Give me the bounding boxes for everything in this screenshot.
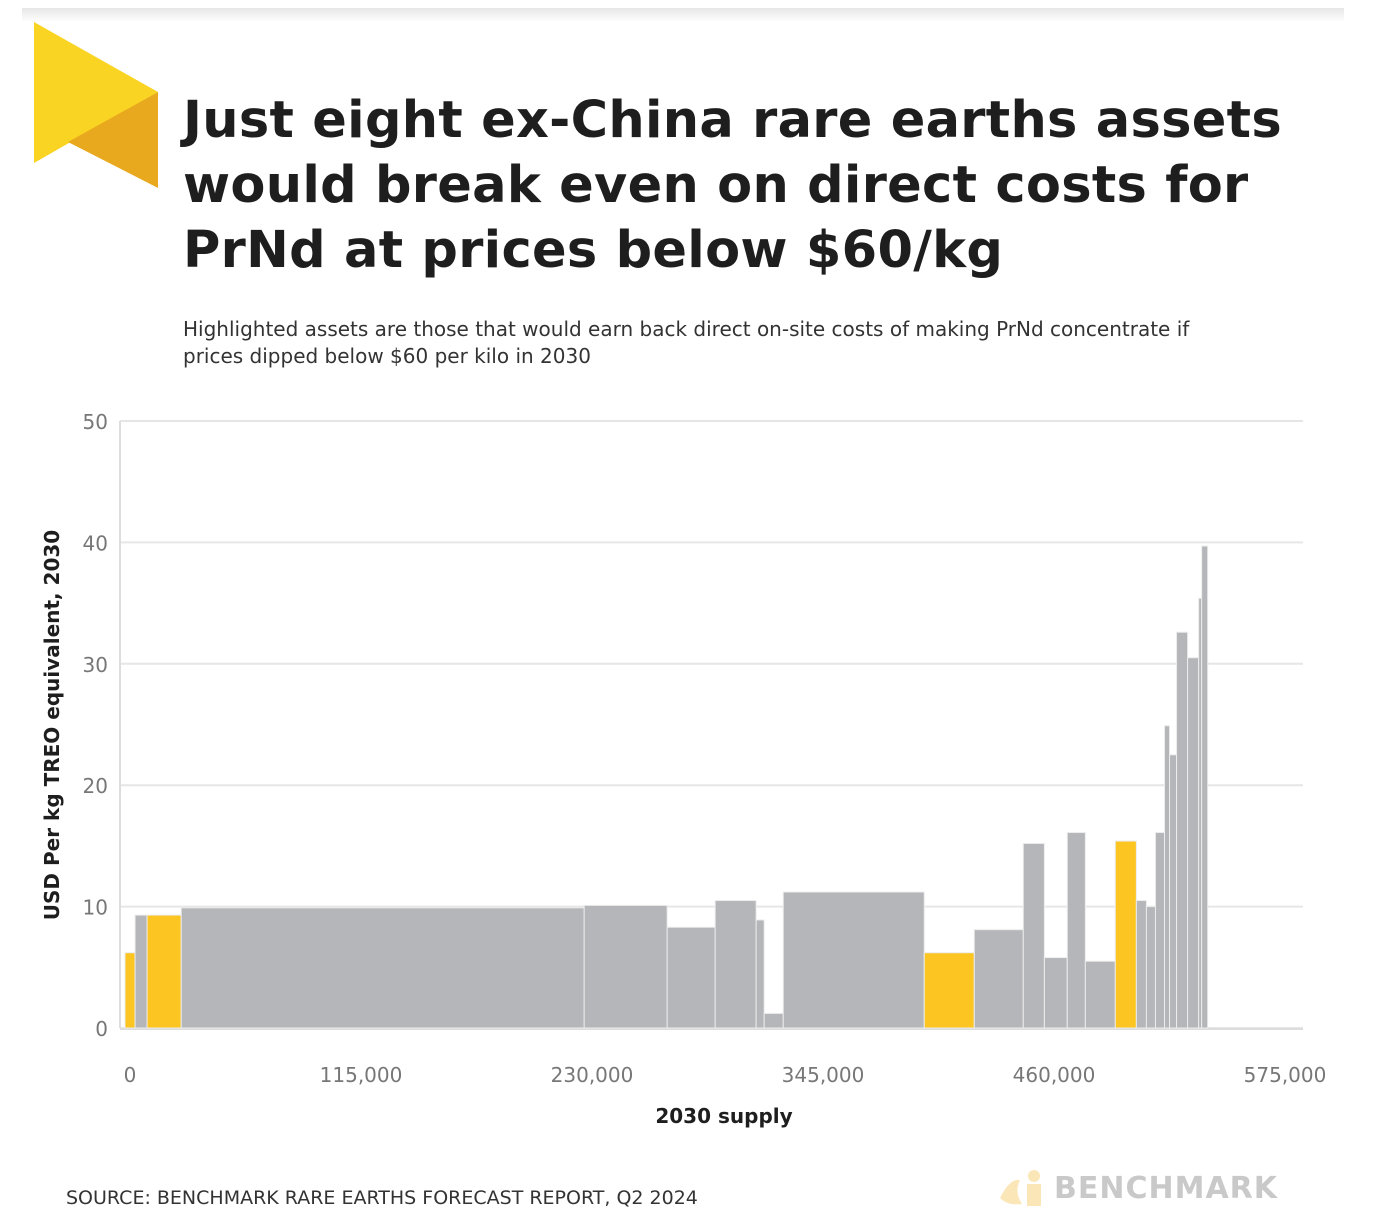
asset-bar <box>134 914 148 1029</box>
chart-subtitle: Highlighted assets are those that would … <box>183 317 1190 368</box>
asset-bar <box>1135 900 1147 1029</box>
asset-bar <box>1201 545 1209 1029</box>
benchmark-brand: BENCHMARK <box>996 1168 1278 1208</box>
asset-bar <box>782 891 925 1029</box>
highlighted-asset-bar <box>923 952 975 1029</box>
source-note: SOURCE: BENCHMARK RARE EARTHS FORECAST R… <box>66 1187 698 1209</box>
top-shadow-bar <box>22 8 1344 22</box>
asset-bar <box>1043 957 1068 1029</box>
y-tick-label: 0 <box>95 1017 108 1041</box>
asset-bar <box>763 1012 784 1029</box>
y-tick-label: 20 <box>83 774 108 798</box>
y-tick-label: 10 <box>83 896 108 920</box>
x-tick-label: 575,000 <box>1244 1063 1327 1087</box>
asset-bar <box>1169 754 1178 1029</box>
asset-bar <box>180 907 585 1029</box>
x-tick-label: 230,000 <box>551 1063 634 1087</box>
asset-bar <box>1145 906 1156 1029</box>
asset-bar <box>973 929 1024 1029</box>
asset-bar <box>1176 631 1189 1029</box>
y-tick-label: 50 <box>83 410 108 434</box>
x-tick-label: 460,000 <box>1013 1063 1096 1087</box>
chart-title: Just eight ex-China rare earths assets w… <box>183 91 1283 280</box>
highlighted-asset-bar <box>146 914 182 1029</box>
asset-bar <box>755 919 765 1029</box>
y-axis-label: USD Per kg TREO equivalent, 2030 <box>40 529 64 921</box>
highlighted-asset-bar <box>1114 840 1137 1029</box>
y-tick-label: 30 <box>83 653 108 677</box>
asset-bar <box>1066 832 1086 1029</box>
asset-bar <box>1154 832 1165 1029</box>
x-axis-label: 2030 supply <box>655 1104 793 1128</box>
brand-name: BENCHMARK <box>1054 1170 1279 1206</box>
y-tick-label: 40 <box>83 531 108 555</box>
asset-bar <box>666 926 716 1029</box>
benchmark-logo-icon <box>1000 1170 1041 1206</box>
asset-bar <box>1084 960 1116 1029</box>
x-tick-label: 115,000 <box>320 1063 403 1087</box>
logo-icon <box>34 22 158 188</box>
highlighted-asset-bar <box>124 952 136 1029</box>
asset-bar <box>583 904 668 1029</box>
x-tick-label: 345,000 <box>782 1063 865 1087</box>
asset-bar <box>714 900 757 1029</box>
asset-bar <box>1187 657 1200 1029</box>
asset-bar <box>1164 725 1171 1029</box>
asset-bar <box>1022 842 1045 1029</box>
x-tick-label: 0 <box>124 1063 137 1087</box>
